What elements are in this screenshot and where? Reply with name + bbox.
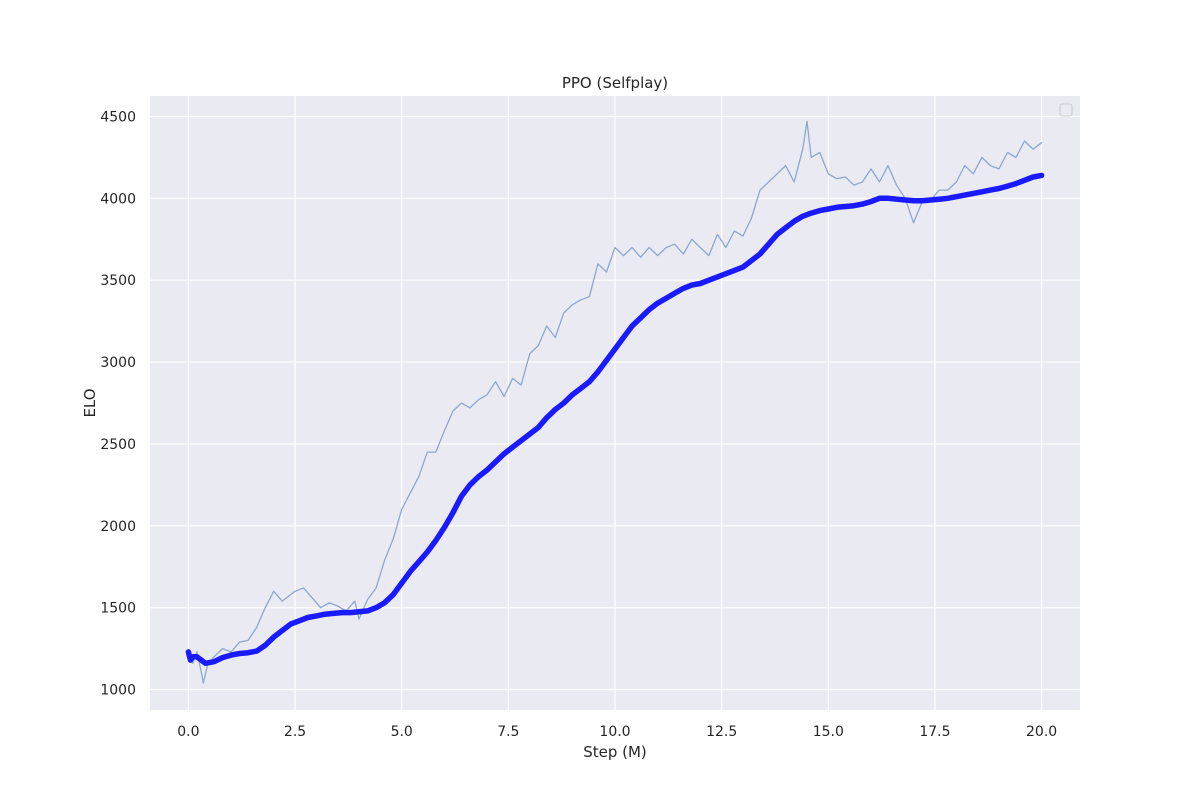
x-tick-labels: 0.0 2.5 5.0 7.5 10.0 12.5 15.0 17.5 20.0 xyxy=(177,724,1057,740)
y-tick-labels: 1000 1500 2000 2500 3000 3500 4000 4500 xyxy=(100,109,136,698)
x-tick-label: 2.5 xyxy=(284,724,306,740)
x-tick-label: 0.0 xyxy=(177,724,199,740)
x-tick-label: 7.5 xyxy=(497,724,519,740)
x-tick-label: 17.5 xyxy=(919,724,950,740)
legend-box xyxy=(1059,103,1073,117)
y-tick-label: 1500 xyxy=(100,601,136,617)
chart-title: PPO (Selfplay) xyxy=(562,74,668,92)
series-line-smoothed xyxy=(185,172,1045,667)
x-axis-label: Step (M) xyxy=(583,743,647,761)
y-tick-label: 3500 xyxy=(100,273,136,289)
x-tick-label: 12.5 xyxy=(706,724,737,740)
y-axis-label: ELO xyxy=(81,388,99,417)
x-tick-label: 15.0 xyxy=(813,724,844,740)
y-tick-label: 4000 xyxy=(100,191,136,207)
series-line-raw xyxy=(187,120,1043,684)
y-tick-label: 2000 xyxy=(100,519,136,535)
y-tick-label: 1000 xyxy=(100,683,136,699)
y-tick-label: 3000 xyxy=(100,355,136,371)
x-tick-label: 20.0 xyxy=(1026,724,1057,740)
x-tick-label: 10.0 xyxy=(599,724,630,740)
x-tick-label: 5.0 xyxy=(391,724,413,740)
y-tick-label: 4500 xyxy=(100,109,136,125)
series-layer xyxy=(185,120,1045,684)
y-tick-label: 2500 xyxy=(100,437,136,453)
